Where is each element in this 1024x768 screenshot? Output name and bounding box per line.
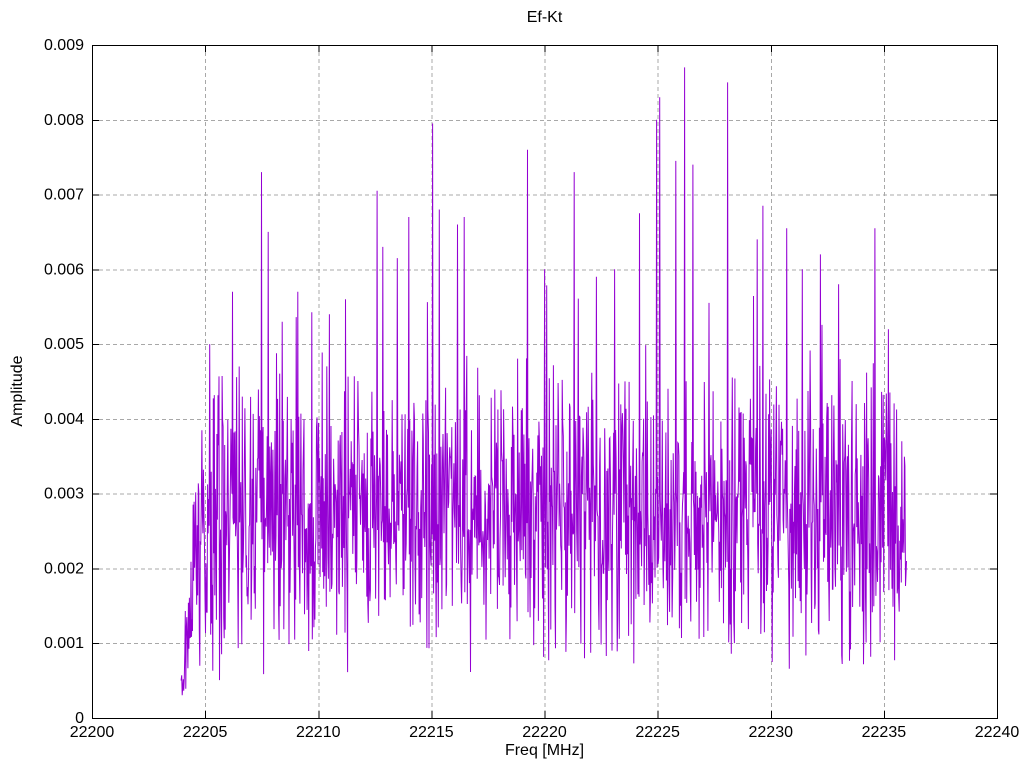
chart-title: Ef-Kt (526, 9, 563, 26)
x-axis-label: Freq [MHz] (504, 742, 585, 759)
x-tick-label: 22225 (635, 724, 680, 741)
y-tick-label: 0.003 (44, 486, 84, 503)
y-tick-label: 0.001 (44, 635, 84, 652)
x-tick-label: 22215 (409, 724, 454, 741)
x-tick-label: 22210 (296, 724, 341, 741)
x-tick-label: 22235 (862, 724, 907, 741)
y-tick-label: 0.008 (44, 112, 84, 129)
x-tick-label: 22205 (183, 724, 228, 741)
x-tick-label: 22200 (70, 724, 115, 741)
x-tick-label: 22240 (975, 724, 1020, 741)
y-tick-label: 0 (75, 710, 84, 727)
y-tick-label: 0.009 (44, 37, 84, 54)
data-series-line (180, 67, 907, 696)
y-tick-label: 0.006 (44, 261, 84, 278)
y-tick-label: 0.007 (44, 187, 84, 204)
x-tick-label: 22230 (749, 724, 794, 741)
y-tick-label: 0.004 (44, 411, 84, 428)
y-tick-label: 0.002 (44, 560, 84, 577)
x-tick-label: 22220 (522, 724, 567, 741)
y-tick-label: 0.005 (44, 336, 84, 353)
